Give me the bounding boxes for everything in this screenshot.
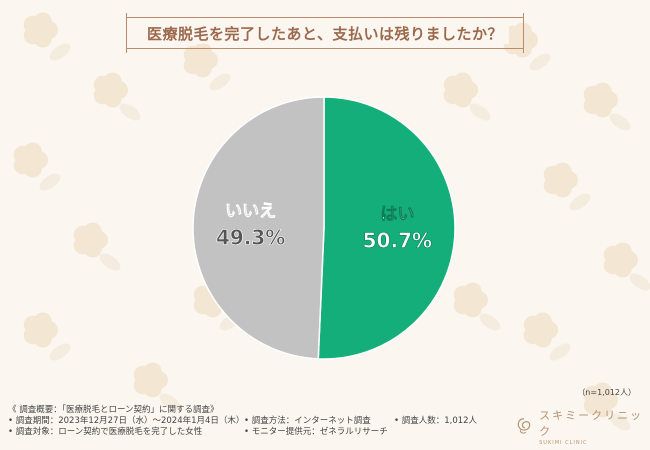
bg-flower xyxy=(543,162,591,211)
survey-provider: • モニター提供元：ゼネラルリサーチ xyxy=(244,427,388,437)
survey-footer: 《 調査概要：「医療脱毛とローン契約」に関する調査》 • 調査期間：2023年1… xyxy=(8,405,508,438)
survey-overview: 《 調査概要：「医療脱毛とローン契約」に関する調査》 xyxy=(8,405,219,415)
pie-slice-yes xyxy=(317,96,456,360)
pie-slice-no xyxy=(192,96,325,360)
survey-target: • 調査対象：ローン契約で医療脱毛を完了した女性 xyxy=(8,427,203,437)
bg-flower xyxy=(93,72,141,121)
clinic-logo[interactable]: スキミークリニック SUKIMI CLINIC xyxy=(515,409,645,446)
bg-flower xyxy=(443,72,491,121)
bg-flower xyxy=(13,142,61,191)
bg-flower xyxy=(523,312,571,361)
survey-count: • 調査人数：1,012人 xyxy=(394,416,478,426)
bg-flower xyxy=(603,242,650,291)
bg-flower xyxy=(583,82,631,131)
logo-name: スキミークリニック xyxy=(539,408,644,438)
slice-label-no: いいえ xyxy=(225,201,276,221)
slice-value-no: 49.3% xyxy=(216,225,285,249)
bg-flower xyxy=(133,362,181,411)
logo-swirl-icon xyxy=(517,418,531,434)
bg-flower xyxy=(183,42,231,91)
slice-label-yes: はい xyxy=(380,205,414,225)
bg-flower xyxy=(23,312,71,361)
survey-method: • 調査方法：インターネット調査 xyxy=(244,416,371,426)
bg-flower xyxy=(583,382,631,431)
bg-flower xyxy=(23,12,71,61)
bg-flower xyxy=(453,282,501,331)
slice-value-yes: 50.7% xyxy=(363,229,432,253)
title-frame: 医療脱毛を完了したあと、支払いは残りましたか？ xyxy=(126,13,524,53)
survey-period: • 調査期間：2023年12月27日（水）〜2024年1月4日（木） xyxy=(8,416,245,426)
sample-size: （n=1,012人） xyxy=(577,388,636,397)
chart-title: 医療脱毛を完了したあと、支払いは残りましたか？ xyxy=(141,22,509,44)
bg-flower xyxy=(73,222,121,271)
logo-subtitle: SUKIMI CLINIC xyxy=(539,439,588,446)
